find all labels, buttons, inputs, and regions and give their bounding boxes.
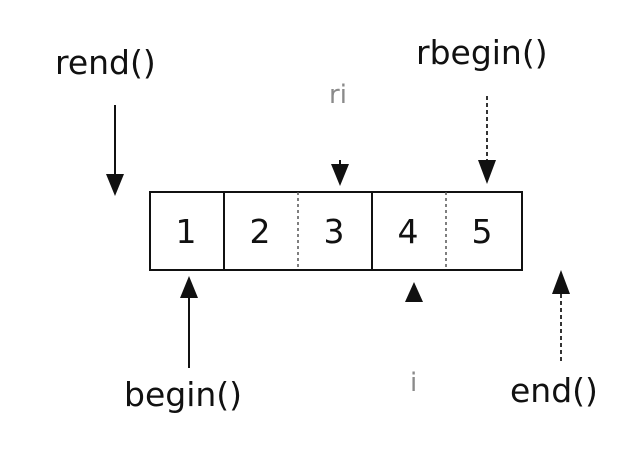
element-cell: 1: [175, 211, 197, 251]
end-arrow-icon: [552, 270, 570, 364]
element-cell: 5: [471, 211, 493, 251]
rbegin-label: rbegin(): [416, 33, 548, 72]
element-cell: 2: [249, 211, 271, 251]
ri-label: ri: [329, 80, 347, 110]
rend-arrow-icon: [106, 105, 124, 196]
element-cell: 4: [397, 211, 419, 251]
rend-label: rend(): [55, 43, 156, 82]
i-label: i: [410, 368, 418, 398]
i-arrow-icon: [405, 282, 423, 302]
end-label: end(): [510, 371, 598, 410]
element-cell: 3: [323, 211, 345, 251]
ri-arrow-icon: [331, 160, 349, 186]
begin-arrow-icon: [180, 276, 198, 368]
rbegin-arrow-icon: [478, 96, 496, 184]
container-outline: [149, 191, 523, 271]
begin-label: begin(): [124, 375, 243, 414]
